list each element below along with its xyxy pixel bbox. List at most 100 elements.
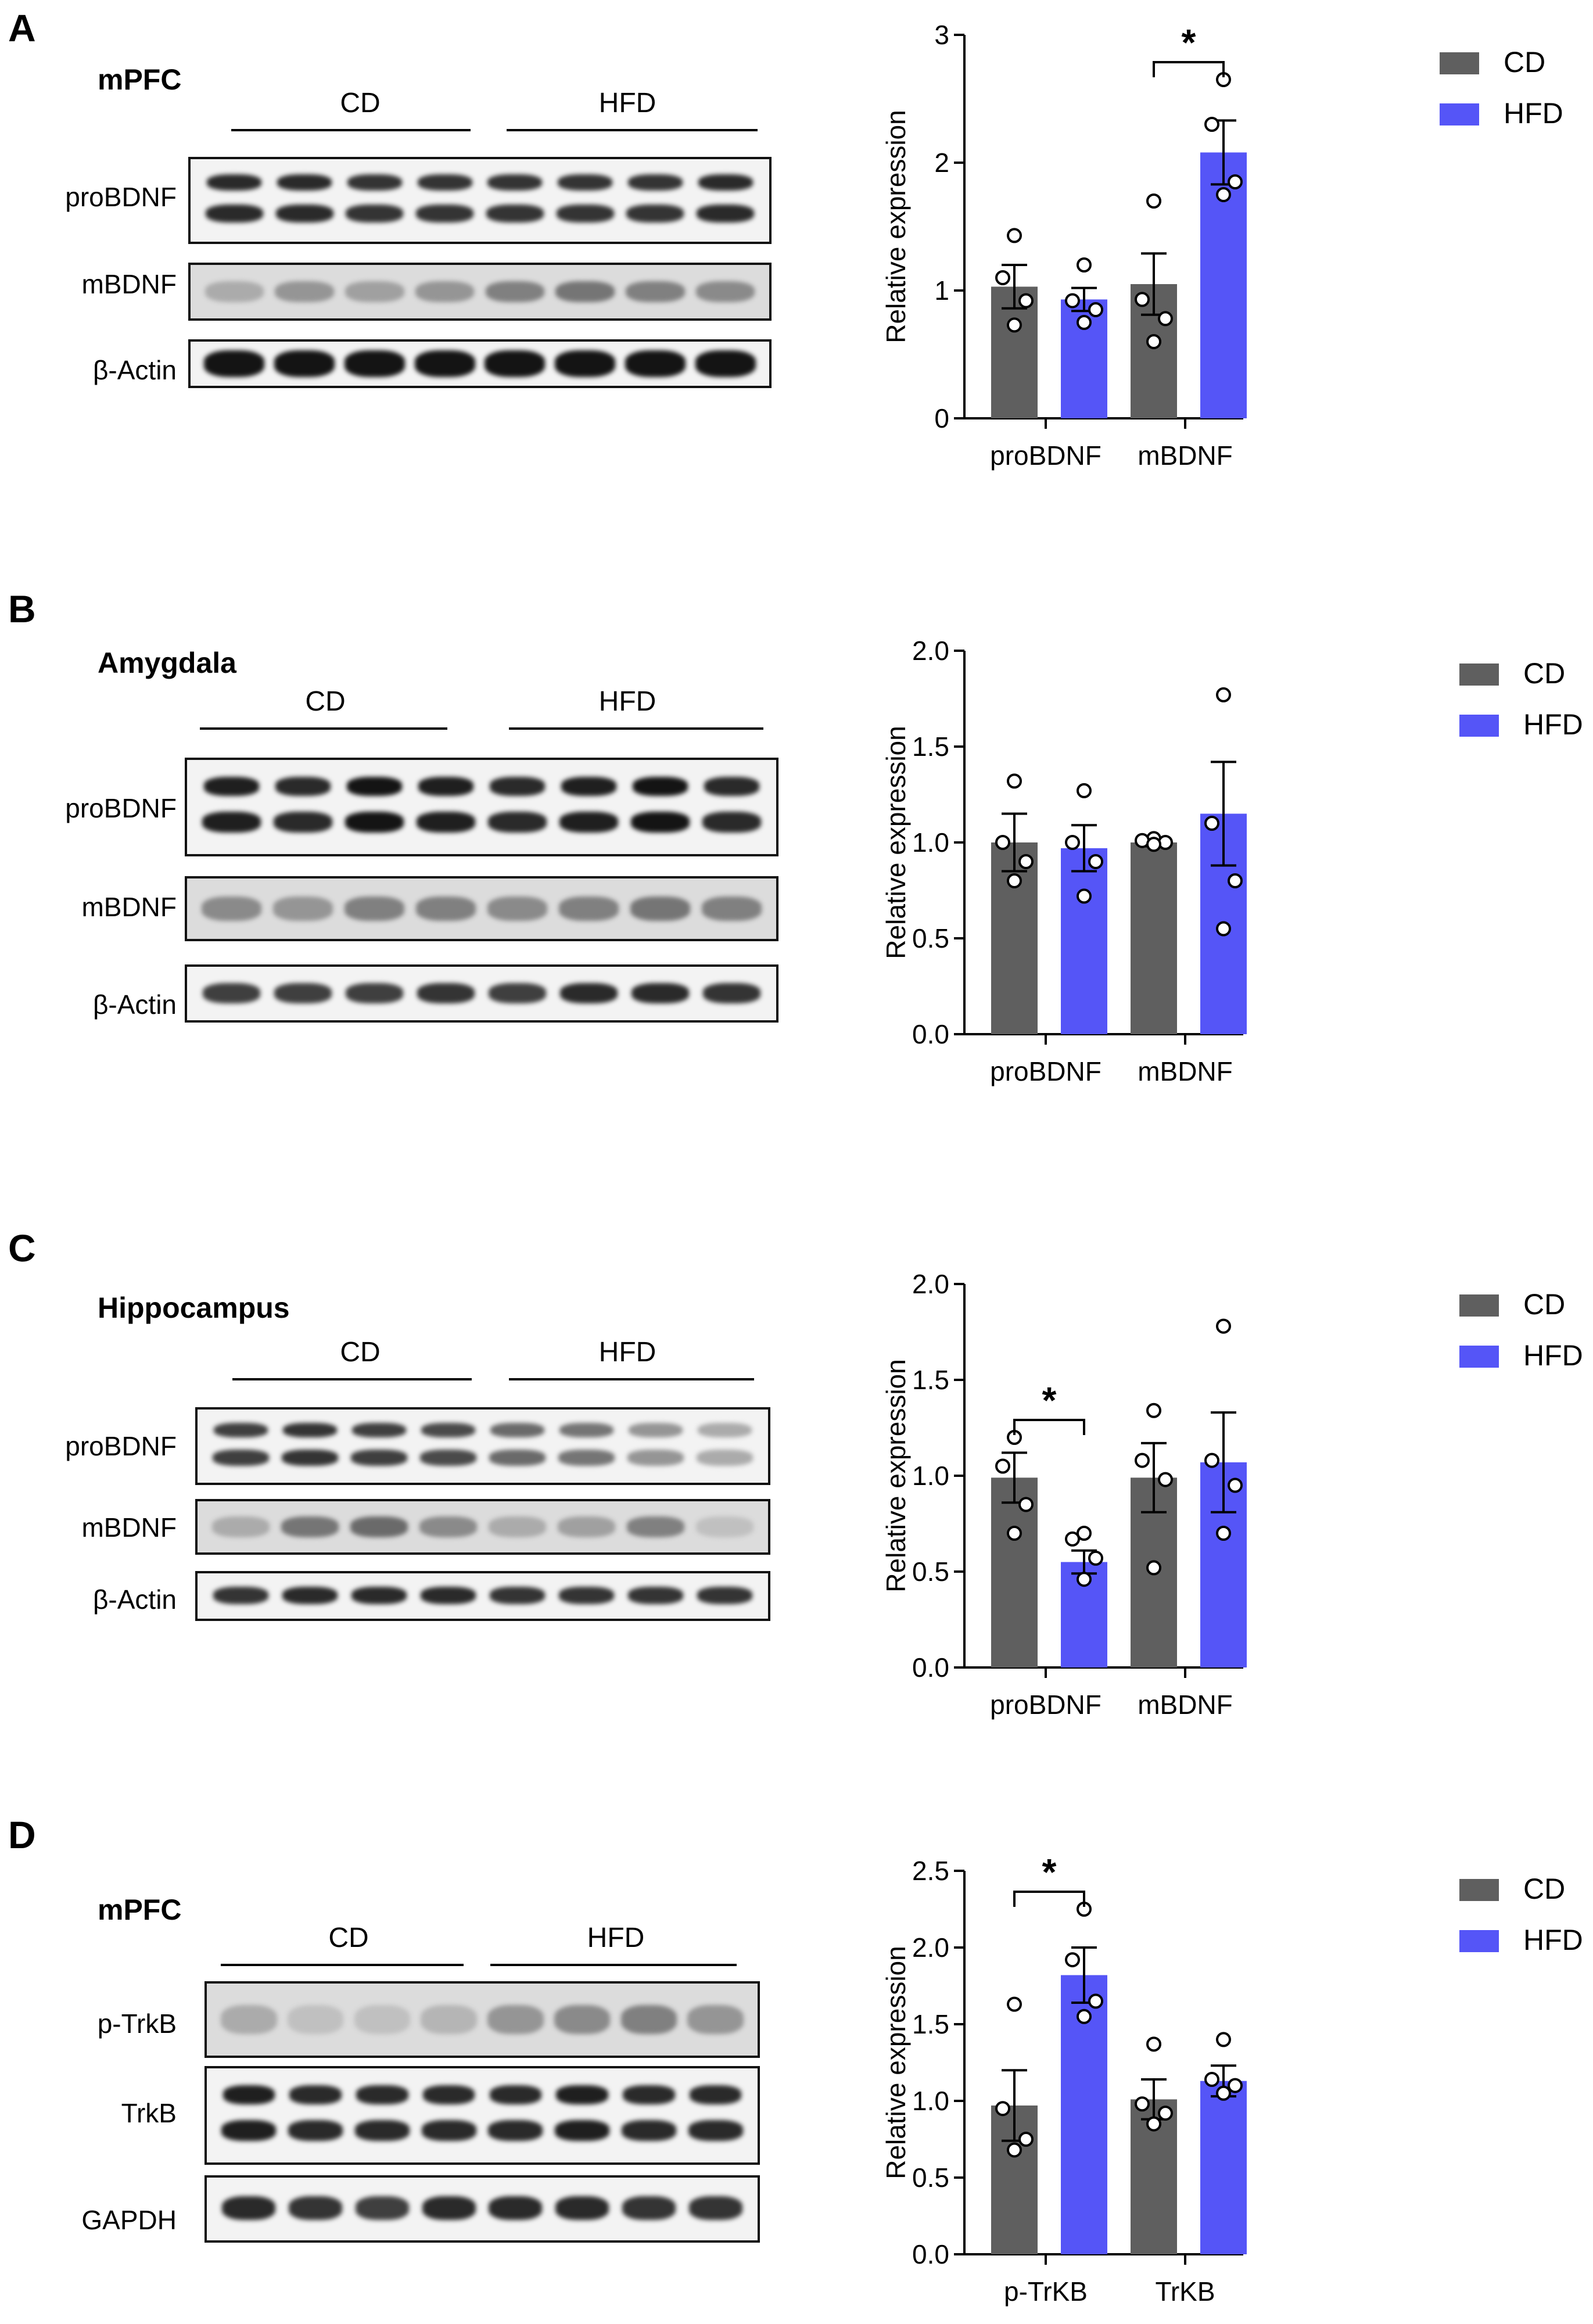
blot-band <box>419 1450 477 1466</box>
data-point <box>1007 228 1022 243</box>
western-blot-beta-actin <box>188 339 772 388</box>
western-blot-probdnf <box>195 1407 770 1485</box>
blot-band <box>351 1587 407 1605</box>
data-point <box>1204 1452 1219 1468</box>
group-label-hfd: HFD <box>598 686 656 717</box>
group-label-hfd: HFD <box>598 1337 656 1368</box>
group-line-hfd <box>509 1378 754 1380</box>
blot-band <box>489 1450 546 1466</box>
group-label-cd: CD <box>340 1337 381 1368</box>
blot-band <box>356 2085 408 2104</box>
western-blot-gapdh <box>204 2175 760 2243</box>
legend-label: HFD <box>1523 1339 1583 1372</box>
blot-band <box>487 896 548 921</box>
blot-band <box>698 1422 752 1437</box>
blot-band <box>626 205 684 223</box>
blot-band <box>421 2120 476 2141</box>
blot-band <box>274 350 335 377</box>
blot-band <box>489 1587 546 1605</box>
western-blot-probdnf <box>185 758 778 856</box>
blot-band <box>274 812 332 833</box>
legend-label: CD <box>1523 1873 1566 1905</box>
panel-letter: B <box>8 587 36 630</box>
blot-band <box>277 174 332 191</box>
data-point <box>1204 2072 1219 2088</box>
data-point <box>1146 2116 1161 2132</box>
western-blot-mbdnf <box>188 263 772 321</box>
panel-c: C Hippocampus CD HFD proBDNF mBDNF β-Act… <box>0 1214 1593 1795</box>
y-tick-label: 1.0 <box>912 1461 949 1491</box>
blot-band <box>697 205 755 223</box>
data-point <box>1228 174 1243 189</box>
blot-band <box>272 896 333 921</box>
y-tick-label: 0.5 <box>912 1556 949 1587</box>
data-point <box>1088 302 1103 317</box>
blot-band <box>488 2120 543 2141</box>
data-point <box>1077 2009 1092 2024</box>
panel-letter: A <box>8 6 36 49</box>
data-point <box>1158 311 1173 327</box>
y-tick-label: 0.0 <box>912 1652 949 1683</box>
data-point <box>995 835 1010 850</box>
blot-band <box>419 1516 478 1537</box>
legend-label: CD <box>1523 1288 1566 1321</box>
blot-band <box>221 2005 277 2034</box>
data-point <box>1065 835 1080 850</box>
data-point <box>1146 1403 1161 1418</box>
x-tick-label: mBDNF <box>1138 1690 1233 1720</box>
blot-band <box>487 174 543 191</box>
data-point <box>1135 292 1150 307</box>
data-point <box>1018 854 1034 869</box>
y-axis-label: Relative expression <box>881 110 911 343</box>
x-tick-label: TrKB <box>1155 2276 1215 2307</box>
western-blot-beta-actin <box>195 1571 770 1621</box>
y-tick-label: 1.0 <box>912 2086 949 2116</box>
blot-band <box>344 350 405 377</box>
legend-swatch-hfd <box>1440 103 1479 125</box>
x-tick-label: proBDNF <box>990 440 1102 471</box>
blot-band <box>289 2196 343 2221</box>
blot-band <box>556 205 614 223</box>
data-point <box>995 270 1010 285</box>
blot-band <box>625 350 686 377</box>
legend-swatch-cd <box>1440 52 1479 74</box>
blot-band <box>422 2196 476 2221</box>
region-label: mPFC <box>98 1893 182 1926</box>
blot-band <box>354 2120 410 2141</box>
blot-band <box>627 1587 684 1605</box>
blot-band <box>282 1587 338 1605</box>
data-point <box>1007 1996 1022 2012</box>
data-point <box>1228 873 1243 888</box>
y-tick-label: 0.0 <box>912 1019 949 1049</box>
blot-band <box>701 896 762 921</box>
blot-band <box>416 205 474 223</box>
blot-band <box>202 812 261 833</box>
blot-band <box>346 777 403 796</box>
y-tick-label: 0.5 <box>912 2162 949 2193</box>
blot-band <box>354 2005 411 2034</box>
blot-band <box>702 812 761 833</box>
blot-band <box>489 2085 542 2104</box>
x-tick-label: mBDNF <box>1138 440 1233 471</box>
y-tick-label: 3 <box>934 20 949 50</box>
blot-band <box>703 982 760 1003</box>
blot-band <box>488 1516 547 1537</box>
legend-swatch-hfd <box>1459 715 1499 737</box>
region-label: Hippocampus <box>98 1292 290 1324</box>
data-point <box>1216 1318 1231 1334</box>
blot-band <box>627 174 683 191</box>
band-label: proBDNF <box>65 793 177 823</box>
legend-label: HFD <box>1504 97 1563 130</box>
blot-band <box>344 896 405 921</box>
data-point <box>1228 2078 1243 2093</box>
data-point <box>1146 334 1161 349</box>
y-tick-label: 1.5 <box>912 731 949 762</box>
blot-band <box>275 205 333 223</box>
group-line-hfd <box>507 129 758 131</box>
panel-a: A mPFC CD HFD proBDNF mBDNF β-Actin 0 1 2 3… <box>0 0 1593 569</box>
blot-band <box>289 2085 342 2104</box>
blot-band <box>630 896 691 921</box>
legend-swatch-cd <box>1459 664 1499 686</box>
data-point <box>1065 1531 1080 1547</box>
blot-band <box>696 1450 754 1466</box>
